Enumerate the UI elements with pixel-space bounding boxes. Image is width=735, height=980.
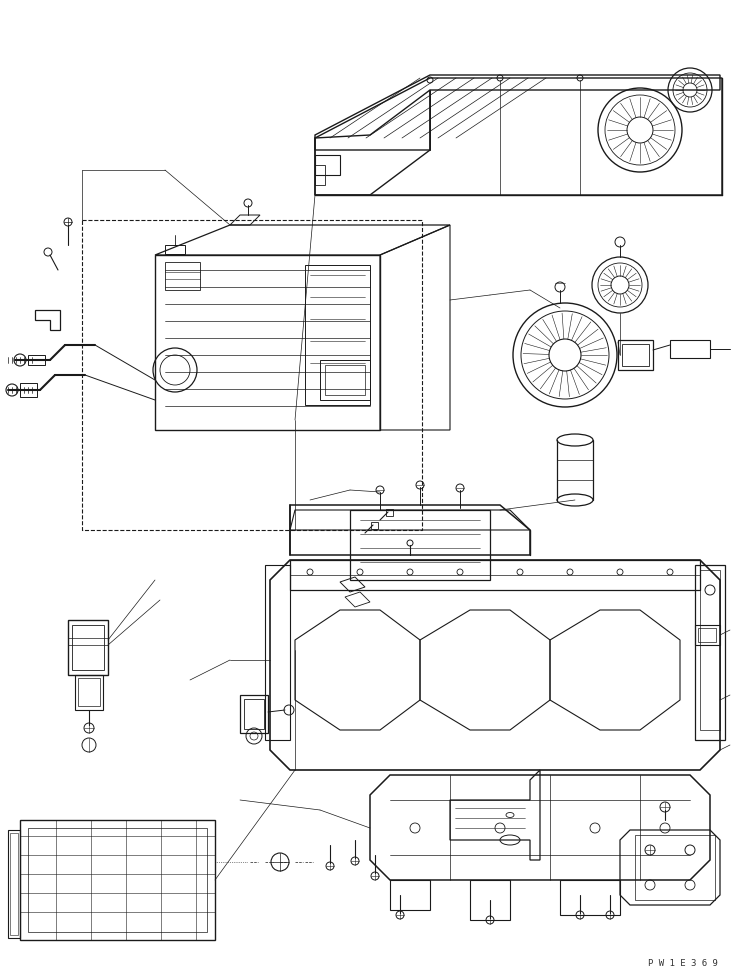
Bar xyxy=(290,560,700,590)
Bar xyxy=(695,625,720,645)
Bar xyxy=(670,340,710,358)
Bar xyxy=(635,835,715,900)
Bar xyxy=(244,699,264,729)
Bar xyxy=(240,695,268,733)
Bar xyxy=(618,340,653,370)
Bar xyxy=(320,360,370,400)
Bar xyxy=(325,365,365,395)
Bar xyxy=(698,628,716,642)
Bar xyxy=(20,820,215,940)
Bar xyxy=(371,522,378,529)
Bar xyxy=(10,833,18,935)
Bar xyxy=(8,830,20,938)
Bar xyxy=(82,220,422,530)
Bar xyxy=(68,620,108,675)
Bar xyxy=(265,565,290,740)
Bar xyxy=(305,265,370,405)
Text: P W 1 E 3 6 9: P W 1 E 3 6 9 xyxy=(648,959,718,968)
Bar xyxy=(165,262,200,290)
Bar xyxy=(386,509,393,516)
Bar xyxy=(700,570,720,730)
Bar xyxy=(28,828,207,932)
Bar xyxy=(622,344,649,366)
Bar xyxy=(78,678,100,706)
Bar xyxy=(72,625,104,670)
Bar xyxy=(695,565,725,740)
Bar xyxy=(75,675,103,710)
